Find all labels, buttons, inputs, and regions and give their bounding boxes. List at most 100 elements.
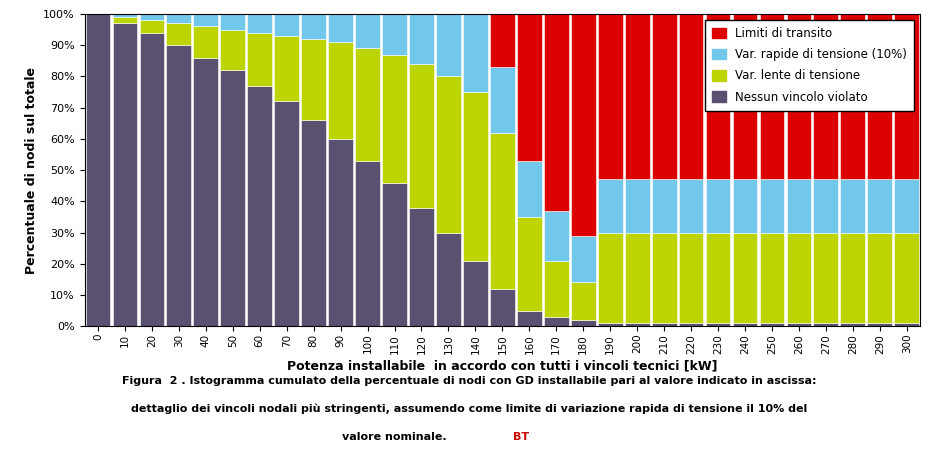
Bar — [436, 233, 461, 326]
Bar — [624, 323, 650, 326]
Bar — [355, 14, 380, 48]
Bar — [868, 14, 892, 179]
Bar — [598, 14, 623, 179]
Y-axis label: Percentuale di nodi sul totale: Percentuale di nodi sul totale — [24, 67, 38, 274]
Bar — [544, 211, 569, 260]
Bar — [571, 236, 595, 282]
Bar — [274, 36, 300, 102]
Text: valore nominale.: valore nominale. — [342, 432, 447, 442]
Bar — [787, 179, 811, 233]
Bar — [787, 233, 811, 323]
Bar — [247, 33, 272, 86]
Bar — [840, 323, 865, 326]
Bar — [436, 76, 461, 233]
Bar — [301, 14, 326, 39]
Bar — [732, 233, 758, 323]
Bar — [247, 14, 272, 33]
Bar — [490, 289, 515, 326]
Bar — [652, 179, 676, 233]
Legend: Limiti di transito, Var. rapide di tensione (10%), Var. lente di tensione, Nessu: Limiti di transito, Var. rapide di tensi… — [704, 20, 915, 111]
Bar — [894, 14, 919, 179]
Bar — [840, 233, 865, 323]
Bar — [221, 14, 245, 30]
Bar — [598, 179, 623, 233]
Text: dettaglio dei vincoli nodali più stringenti, assumendo come limite di variazione: dettaglio dei vincoli nodali più stringe… — [131, 404, 808, 414]
Bar — [571, 282, 595, 320]
Bar — [813, 233, 839, 323]
Bar — [517, 311, 542, 326]
Bar — [301, 39, 326, 120]
Bar — [113, 23, 137, 326]
Bar — [705, 179, 731, 233]
Bar — [705, 323, 731, 326]
Bar — [274, 14, 300, 36]
Bar — [705, 233, 731, 323]
Bar — [329, 14, 353, 42]
Bar — [840, 14, 865, 179]
Bar — [193, 58, 218, 326]
Bar — [787, 323, 811, 326]
Bar — [571, 14, 595, 236]
Bar — [544, 260, 569, 317]
Bar — [787, 14, 811, 179]
Bar — [221, 29, 245, 70]
Bar — [329, 42, 353, 139]
Bar — [652, 323, 676, 326]
Bar — [598, 233, 623, 323]
Bar — [868, 179, 892, 233]
Bar — [868, 323, 892, 326]
Bar — [732, 179, 758, 233]
Bar — [517, 14, 542, 161]
Bar — [166, 23, 192, 45]
Bar — [544, 317, 569, 326]
Bar — [652, 233, 676, 323]
Bar — [894, 323, 919, 326]
Bar — [193, 27, 218, 58]
Bar — [490, 67, 515, 133]
Bar — [705, 14, 731, 179]
Bar — [624, 14, 650, 179]
Bar — [85, 14, 111, 326]
Bar — [679, 179, 703, 233]
Bar — [760, 233, 784, 323]
Bar — [463, 92, 487, 260]
Bar — [868, 233, 892, 323]
Bar — [355, 48, 380, 161]
Bar — [247, 86, 272, 326]
Bar — [517, 217, 542, 311]
Bar — [813, 179, 839, 233]
X-axis label: Potenza installabile  in accordo con tutti i vincoli tecnici [kW]: Potenza installabile in accordo con tutt… — [287, 359, 717, 372]
Bar — [679, 233, 703, 323]
Bar — [409, 64, 434, 207]
Bar — [679, 14, 703, 179]
Bar — [760, 179, 784, 233]
Bar — [517, 161, 542, 217]
Bar — [140, 14, 164, 20]
Bar — [166, 45, 192, 326]
Bar — [113, 14, 137, 17]
Bar — [624, 233, 650, 323]
Bar — [490, 133, 515, 289]
Bar — [813, 14, 839, 179]
Bar — [382, 183, 407, 326]
Bar — [140, 33, 164, 326]
Bar — [813, 323, 839, 326]
Bar — [624, 179, 650, 233]
Bar — [113, 17, 137, 23]
Bar — [166, 14, 192, 23]
Bar — [571, 320, 595, 326]
Bar — [301, 120, 326, 326]
Bar — [463, 260, 487, 326]
Bar — [840, 179, 865, 233]
Bar — [598, 323, 623, 326]
Bar — [329, 139, 353, 326]
Bar — [732, 14, 758, 179]
Bar — [760, 323, 784, 326]
Bar — [544, 14, 569, 211]
Bar — [732, 323, 758, 326]
Bar — [382, 14, 407, 55]
Text: BT: BT — [513, 432, 530, 442]
Bar — [274, 102, 300, 326]
Bar — [382, 55, 407, 183]
Bar — [679, 323, 703, 326]
